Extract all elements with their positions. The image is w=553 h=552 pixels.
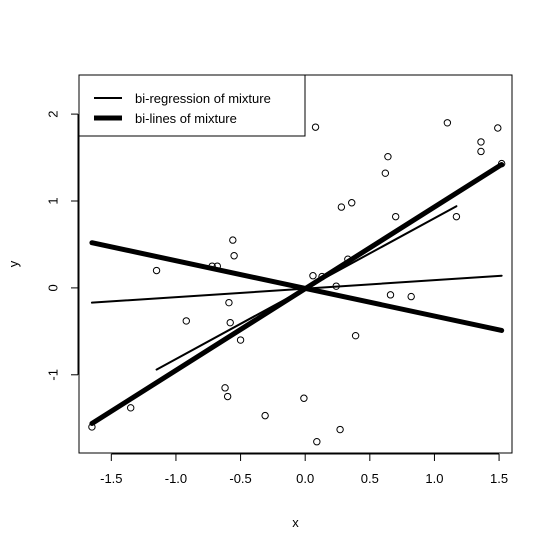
x-axis-label: x [292, 515, 299, 530]
series-layer [89, 162, 505, 426]
data-point [337, 203, 346, 211]
data-point [336, 425, 344, 434]
data-point [261, 411, 269, 420]
data-point [318, 272, 326, 281]
y-tick-label: 1 [46, 197, 61, 204]
data-point [226, 318, 234, 327]
data-point [391, 212, 400, 221]
data-point [313, 438, 321, 446]
x-tick-label: -1.0 [165, 471, 187, 486]
data-point [386, 291, 395, 299]
data-point [300, 394, 308, 402]
data-point [225, 298, 233, 307]
data-point [452, 212, 461, 221]
data-point [88, 423, 96, 431]
x-axis: -1.5 -1.0 -0.5 0.0 0.5 1.0 1.5 [100, 453, 508, 486]
legend-box [78, 74, 306, 137]
x-tick-label: -0.5 [229, 471, 251, 486]
legend-label-bi-regression: bi-regression of mixture [135, 91, 271, 106]
data-point [309, 272, 317, 280]
data-point [311, 123, 320, 131]
data-point [351, 331, 360, 340]
x-tick-label: 0.5 [361, 471, 379, 486]
points-layer [88, 88, 506, 446]
data-point [127, 404, 135, 412]
legend-label-bi-lines: bi-lines of mixture [135, 111, 237, 126]
data-point [443, 119, 452, 127]
y-axis: -1 0 1 2 [46, 110, 79, 381]
data-point [221, 384, 229, 392]
data-point [477, 147, 485, 156]
x-tick-label: 1.5 [490, 471, 508, 486]
x-tick-label: 1.0 [425, 471, 443, 486]
data-point [182, 317, 190, 325]
data-point [230, 252, 238, 260]
y-tick-label: -1 [46, 369, 61, 381]
x-tick-label: -1.5 [100, 471, 122, 486]
data-point [152, 266, 161, 275]
data-point [344, 255, 352, 263]
data-point [407, 292, 415, 301]
bi-line-2 [89, 240, 505, 333]
data-point [348, 199, 356, 207]
data-point [384, 152, 392, 161]
data-point [223, 392, 232, 401]
data-point [497, 159, 506, 168]
legend: bi-regression of mixture bi-lines of mix… [78, 74, 306, 137]
y-tick-label: 2 [46, 110, 61, 117]
bi-regression-line-0 [90, 274, 503, 304]
data-point [208, 262, 216, 270]
y-tick-label: 0 [46, 284, 61, 291]
x-tick-label: 0.0 [296, 471, 314, 486]
data-point [236, 336, 245, 344]
data-point [381, 169, 390, 177]
data-point [494, 124, 502, 132]
y-axis-label: y [6, 260, 21, 267]
data-point [229, 236, 237, 244]
data-point [213, 262, 222, 270]
data-point [477, 138, 485, 146]
bi-line-3 [89, 162, 505, 426]
data-point [332, 282, 340, 290]
